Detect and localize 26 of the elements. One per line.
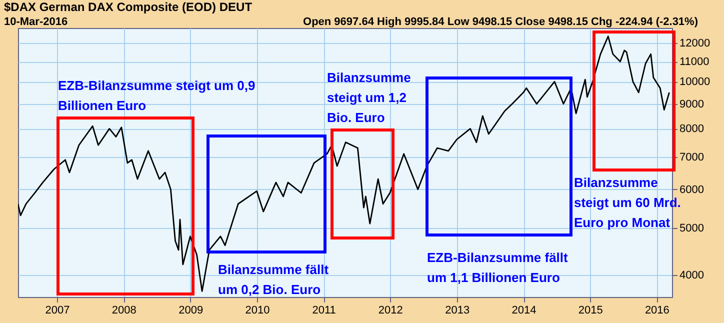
annotation: EZB-Bilanzsumme fällt um 1,1 Billionen Euro [427, 250, 569, 285]
x-tick-label: 2007 [45, 304, 70, 316]
x-tick-label: 2010 [245, 304, 270, 316]
y-tick-label: 12000 [680, 38, 710, 50]
annotation: EZB-Bilanzsumme steigt um 0,9 Billionen Euro [58, 78, 256, 113]
y-tick-label: 9000 [680, 98, 704, 110]
x-tick-label: 2016 [644, 304, 670, 316]
x-tick-label: 2013 [445, 304, 470, 316]
y-tick-label: 5000 [680, 222, 704, 234]
annotation: Bilanzsumme fällt um 0,2 Bio. Euro [218, 262, 330, 297]
y-tick-label: 8000 [680, 123, 704, 136]
y-tick-label: 7000 [680, 151, 704, 164]
x-tick-label: 2008 [112, 304, 136, 316]
chart-title: $DAX German DAX Composite (EOD) DEUT [4, 0, 253, 14]
y-tick-label: 4000 [680, 269, 704, 282]
x-tick-label: 2012 [378, 304, 403, 316]
y-tick-label: 11000 [680, 56, 710, 68]
x-tick-label: 2014 [512, 304, 536, 316]
text: 10-Mar-2016 [4, 16, 68, 28]
y-tick-label: 10000 [680, 76, 710, 88]
y-tick-label: 6000 [680, 184, 704, 196]
annotation: Bilanzsumme steigt um 1,2 Bio. Euro [327, 70, 411, 125]
x-tick-label: 2009 [178, 304, 204, 316]
x-tick-label: 2015 [578, 304, 603, 316]
x-tick-label: 2011 [312, 304, 336, 316]
text: Open 9697.64 High 9995.84 Low 9498.15 Close 9498.15 Chg -224.94 (-2.31%) [303, 16, 698, 28]
